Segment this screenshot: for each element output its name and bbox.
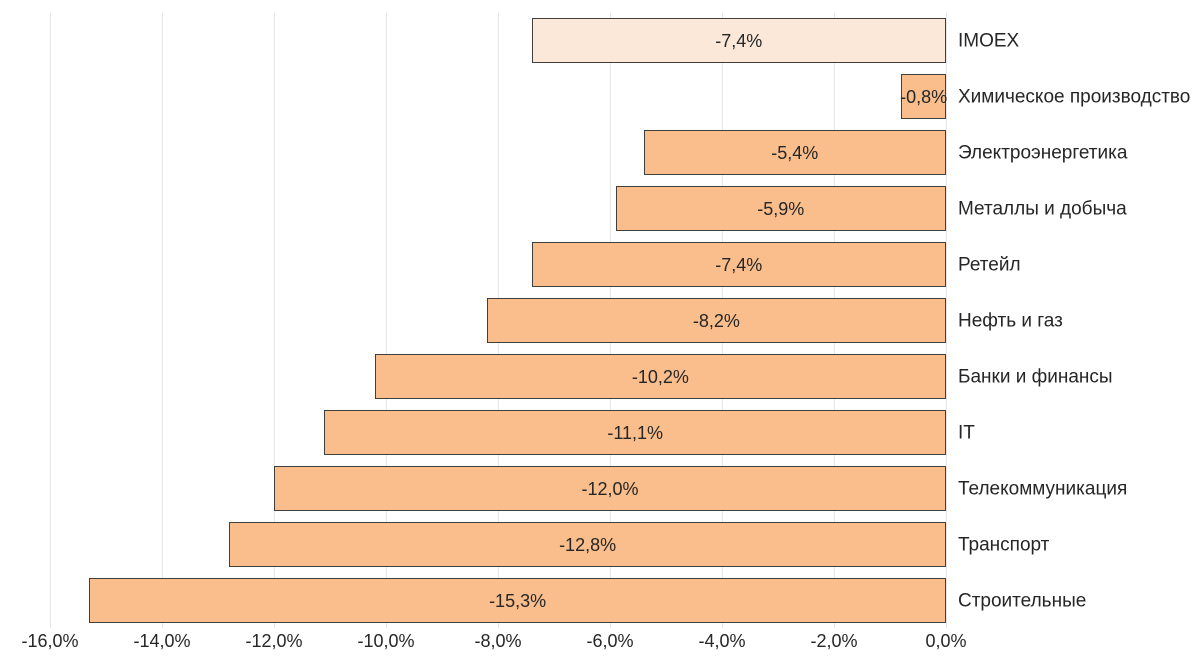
bar-value-label: -5,4% [771, 142, 819, 163]
category-label: Нефть и газ [958, 310, 1063, 331]
x-axis-tick-label: -12,0% [245, 631, 303, 651]
gridline [386, 13, 387, 628]
bar-value-label: -11,1% [607, 422, 664, 443]
gridline [274, 13, 275, 628]
gridline [946, 13, 947, 628]
x-axis-tick-label: -2,0% [810, 631, 858, 651]
bar-row: -7,4% IMOEX [0, 18, 1200, 63]
bar-row: -5,4% Электроэнергетика [0, 130, 1200, 175]
bar-row: -8,2% Нефть и газ [0, 298, 1200, 343]
bar-row: -12,0% Телекоммуникация [0, 466, 1200, 511]
x-axis-tick-label: 0,0% [925, 631, 967, 651]
bar: -12,0% [274, 466, 946, 511]
category-label: Металлы и добыча [958, 198, 1127, 219]
category-label: Транспорт [958, 534, 1050, 555]
gridline [162, 13, 163, 628]
bar-row: -0,8% Химическое производство [0, 74, 1200, 119]
category-label: Строительные [958, 590, 1087, 611]
bar-row: -15,3% Строительные [0, 578, 1200, 623]
bar: -11,1% [324, 410, 946, 455]
bar: -15,3% [89, 578, 946, 623]
x-axis-tick-label: -14,0% [133, 631, 191, 651]
bar-row: -12,8% Транспорт [0, 522, 1200, 567]
bar-value-label: -10,2% [631, 366, 689, 387]
category-label: IT [958, 422, 975, 443]
category-label: IMOEX [958, 30, 1020, 51]
bar: -5,4% [643, 130, 946, 175]
x-axis-tick-label: -4,0% [698, 631, 746, 651]
x-axis-tick-label: -8,0% [474, 631, 522, 651]
x-axis-tick-label: -10,0% [357, 631, 415, 651]
gridline [50, 13, 51, 628]
bar-value-label: -12,8% [559, 534, 617, 555]
bar-value-label: -5,9% [757, 198, 805, 219]
bar-value-label: -15,3% [489, 590, 547, 611]
category-label: Электроэнергетика [958, 142, 1128, 163]
category-label: Ретейл [958, 254, 1021, 275]
x-axis-tick-label: -16,0% [21, 631, 79, 651]
bar-value-label: -0,8% [900, 86, 948, 107]
bar: -12,8% [229, 522, 946, 567]
bar-value-label: -8,2% [692, 310, 740, 331]
bar-row: -10,2% Банки и финансы [0, 354, 1200, 399]
bar: -7,4% [531, 242, 946, 287]
bar-row: -7,4% Ретейл [0, 242, 1200, 287]
bar-highlight: -7,4% [531, 18, 946, 63]
bar-value-label: -7,4% [715, 254, 763, 275]
bar-row: -11,1% IT [0, 410, 1200, 455]
bar-value-label: -12,0% [581, 478, 639, 499]
category-label: Банки и финансы [958, 366, 1113, 387]
category-label: Химическое производство [958, 86, 1191, 107]
bar: -10,2% [374, 354, 946, 399]
bar: -8,2% [486, 298, 946, 343]
bar-value-label: -7,4% [715, 30, 763, 51]
category-label: Телекоммуникация [958, 478, 1128, 499]
bar: -5,9% [615, 186, 946, 231]
bar: -0,8% [900, 74, 948, 119]
bar-row: -5,9% Металлы и добыча [0, 186, 1200, 231]
x-axis-tick-label: -6,0% [586, 631, 634, 651]
